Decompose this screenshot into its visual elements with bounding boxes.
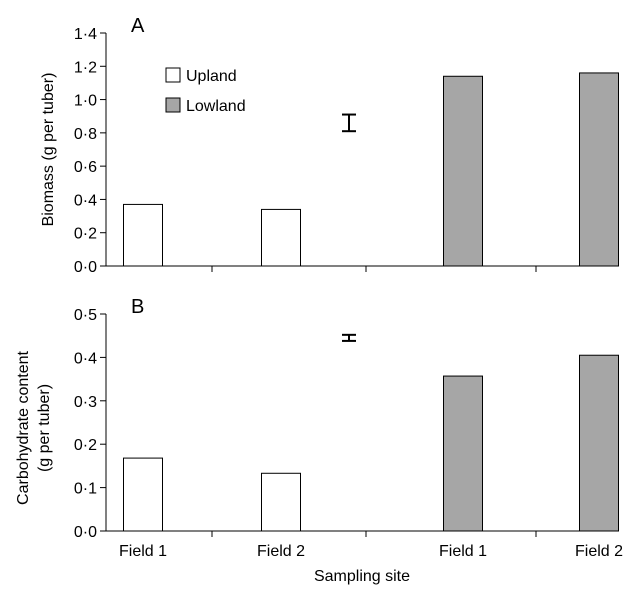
panel-a-bar: [261, 208, 301, 267]
panel-b-y-axis-title-line: Carbohydrate content: [15, 351, 32, 505]
x-tick-label: Field 2: [575, 543, 623, 560]
panel-a-bar: [443, 75, 483, 267]
panel-a-y-tick-label: 0·6: [74, 159, 97, 176]
panel-a-y-tick-label: 1·4: [74, 26, 97, 43]
legend-swatch-lowland: [165, 97, 181, 113]
x-axis-title: Sampling site: [314, 568, 410, 585]
panel-a-bar: [123, 203, 163, 267]
x-tick-label: Field 1: [119, 543, 167, 560]
legend-label-lowland: Lowland: [186, 98, 246, 115]
panel-a-y-tick-label: 0·8: [74, 126, 97, 143]
panel-a-y-tick-label: 0·2: [74, 226, 97, 243]
panel-b-y-axis-title-line: (g per tuber): [36, 384, 53, 472]
panel-b-y-tick-label: 0·3: [74, 394, 97, 411]
panel-b-y-tick-label: 0·4: [74, 350, 97, 367]
panel-b-y-tick-label: 0·0: [74, 524, 97, 541]
panel-b-y-tick-label: 0·2: [74, 437, 97, 454]
panel-a-bar: [579, 72, 619, 267]
panel-b-panel-label: B: [131, 296, 144, 318]
panel-a-y-tick-label: 1·0: [74, 93, 97, 110]
panel-a-panel-label: A: [131, 15, 145, 37]
panel-b-bar: [579, 354, 619, 532]
panel-a-y-tick-label: 1·2: [74, 59, 97, 76]
panel-b-y-tick-label: 0·1: [74, 481, 97, 498]
panel-b-bar: [123, 457, 163, 532]
panel-b-y-tick-label: 0·5: [74, 307, 97, 324]
legend-swatch-upland: [165, 67, 181, 83]
legend-label-upland: Upland: [186, 68, 237, 85]
panel-b-bar: [443, 375, 483, 532]
panel-a-y-axis-title: Biomass (g per tuber): [40, 73, 57, 227]
panel-a-y-tick-label: 0·0: [74, 259, 97, 276]
x-tick-label: Field 2: [257, 543, 305, 560]
panel-b-bar: [261, 472, 301, 532]
panel-a-y-tick-label: 0·4: [74, 192, 97, 209]
x-tick-label: Field 1: [439, 543, 487, 560]
